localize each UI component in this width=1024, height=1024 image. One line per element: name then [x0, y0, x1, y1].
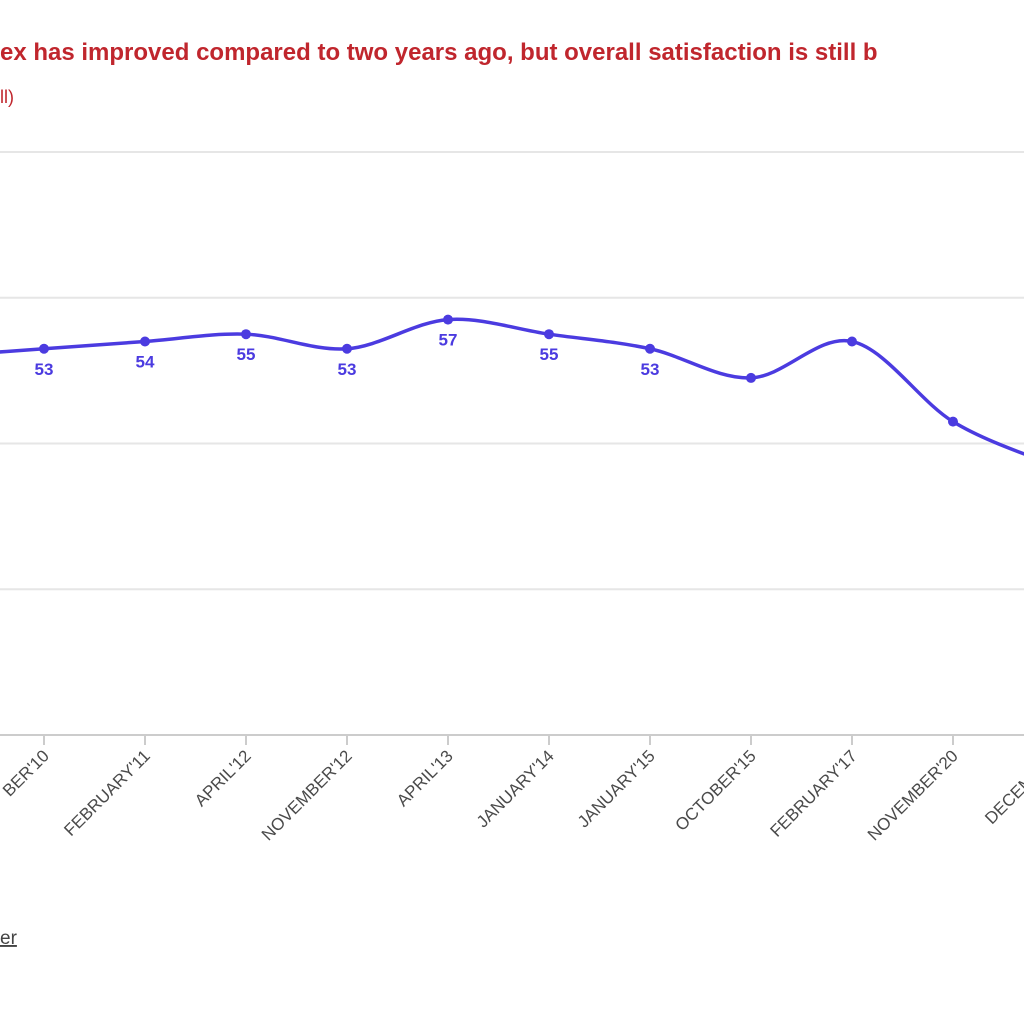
- x-tick-label: OCTOBER'15: [671, 746, 759, 834]
- point: [342, 343, 352, 354]
- x-tick-label: NOVEMBER'12: [258, 746, 356, 844]
- data-label: 53: [35, 360, 54, 379]
- point: [746, 372, 756, 383]
- chart-title: ex has improved compared to two years ag…: [0, 39, 878, 66]
- point: [645, 343, 655, 354]
- data-label: 57: [439, 331, 458, 350]
- point: [544, 329, 554, 340]
- data-label: 55: [540, 345, 559, 364]
- point: [948, 416, 958, 427]
- x-tick-label: FEBRUARY'17: [766, 746, 860, 840]
- data-label: 53: [641, 360, 660, 379]
- point: [847, 336, 857, 347]
- chart-subtitle: ll): [0, 87, 14, 107]
- x-tick-label: NOVEMBER'20: [864, 746, 962, 844]
- point: [443, 314, 453, 325]
- x-tick-label: JANUARY'14: [473, 746, 558, 831]
- x-tick-label: JANUARY'15: [574, 746, 659, 831]
- x-tick-label: DECEMBER: [981, 746, 1024, 828]
- x-tick-label: APRIL'12: [191, 746, 255, 810]
- x-tick-label: BER'10: [0, 746, 53, 800]
- data-label: 53: [338, 360, 357, 379]
- x-tick-label: APRIL'13: [393, 746, 457, 810]
- series-line: [0, 317, 1024, 456]
- source-link[interactable]: er: [0, 928, 18, 949]
- x-tick-label: FEBRUARY'11: [60, 746, 153, 839]
- point: [241, 329, 251, 340]
- data-label: 55: [237, 345, 256, 364]
- point: [140, 336, 150, 347]
- point: [39, 343, 49, 354]
- data-label: 54: [136, 352, 155, 371]
